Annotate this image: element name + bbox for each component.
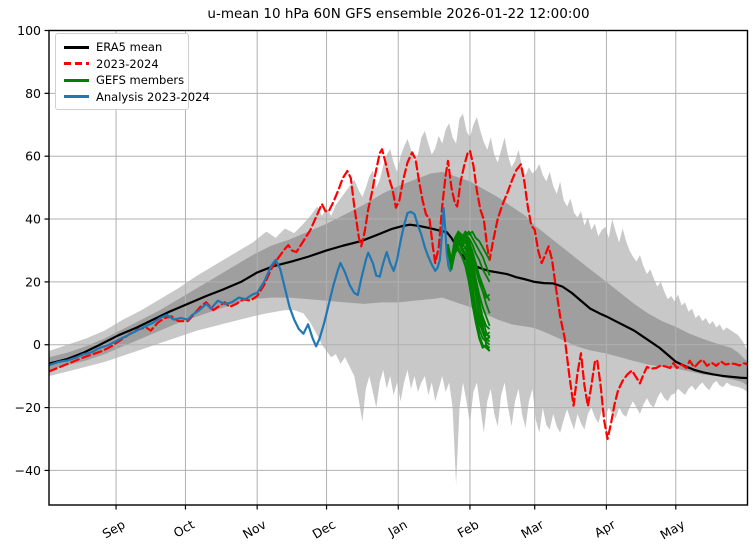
y-tick-label: 0 <box>33 337 41 352</box>
gefs-member-line <box>447 233 491 283</box>
x-tick-label: Sep <box>100 517 128 542</box>
y-tick-label: −40 <box>15 463 41 478</box>
x-tick-label: May <box>657 516 687 542</box>
analysis-2023-2024-line-swatch <box>64 95 89 99</box>
chart-title: u-mean 10 hPa 60N GFS ensemble 2026-01-2… <box>207 6 590 22</box>
gefs-members-line-swatch <box>64 78 89 82</box>
legend-item-gefs-members: GEFS members <box>64 72 184 89</box>
y-tick-label: 20 <box>25 274 41 289</box>
legend-item-era5-mean: ERA5 mean <box>64 39 180 56</box>
legend-label-analysis-2023-2024: Analysis 2023-2024 <box>96 89 210 104</box>
legend-item-analysis-2023-2024: Analysis 2023-2024 <box>64 89 210 106</box>
x-tick-label: Nov <box>240 516 269 541</box>
x-tick-label: Jan <box>385 517 410 540</box>
y-tick-label: 100 <box>17 23 41 38</box>
x-tick-label: Oct <box>171 517 197 541</box>
y-tick-label: −20 <box>15 400 41 415</box>
y-tick-label: 80 <box>25 86 41 101</box>
y-tick-label: 40 <box>25 212 41 227</box>
x-tick-label: Dec <box>310 517 339 542</box>
analysis-2023-2024-line <box>49 206 452 367</box>
legend-label-era5-mean: ERA5 mean <box>96 40 163 55</box>
era5-mean-line-swatch <box>64 45 89 49</box>
legend: ERA5 mean 2023-2024 GEFS members Analysi… <box>55 33 210 110</box>
legend-label-gefs-members: GEFS members <box>96 73 185 88</box>
x-tick-label: Apr <box>592 516 619 540</box>
x-tick-label: Mar <box>518 516 547 541</box>
legend-label-2023-2024: 2023-2024 <box>96 56 159 71</box>
gefs-member-line <box>447 236 491 330</box>
season-2023-2024-line-swatch <box>64 62 89 66</box>
legend-item-2023-2024: 2023-2024 <box>64 56 180 73</box>
gefs-member-line <box>447 230 491 327</box>
y-tick-label: 60 <box>25 149 41 164</box>
x-tick-label: Feb <box>455 517 482 541</box>
